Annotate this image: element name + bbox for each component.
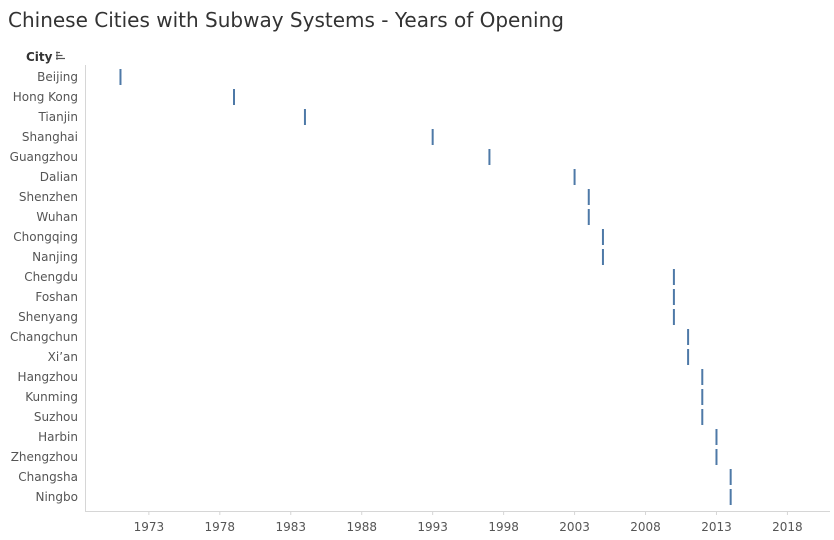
x-axis-labels: 1973 1978 1983 1988 1993 1998 2003 2008 2013 2018 <box>134 511 803 534</box>
y-label-foshan: Foshan <box>35 290 78 304</box>
tick-marks <box>119 69 732 505</box>
y-label-ningbo: Ningbo <box>36 490 79 504</box>
y-label-kunming: Kunming <box>25 390 78 404</box>
y-label-tianjin: Tianjin <box>37 110 78 124</box>
y-label-hong-kong: Hong Kong <box>13 90 78 104</box>
y-label-guangzhou: Guangzhou <box>10 150 78 164</box>
x-label-1998: 1998 <box>488 520 519 534</box>
y-label-chengdu: Chengdu <box>24 270 78 284</box>
y-label-dalian: Dalian <box>40 170 78 184</box>
y-label-harbin: Harbin <box>38 430 78 444</box>
sort-descending-icon[interactable] <box>56 50 67 64</box>
x-label-1983: 1983 <box>275 520 306 534</box>
x-label-1988: 1988 <box>346 520 377 534</box>
y-label-changsha: Changsha <box>18 470 78 484</box>
y-label-changchun: Changchun <box>10 330 78 344</box>
city-field-header[interactable]: City <box>26 50 67 64</box>
y-label-shenzhen: Shenzhen <box>19 190 78 204</box>
x-label-2013: 2013 <box>701 520 732 534</box>
chart-title: Chinese Cities with Subway Systems - Yea… <box>8 8 564 32</box>
x-label-2003: 2003 <box>559 520 590 534</box>
y-label-hangzhou: Hangzhou <box>18 370 78 384</box>
x-label-1978: 1978 <box>205 520 236 534</box>
y-label-beijing: Beijing <box>37 70 78 84</box>
y-label-chongqing: Chongqing <box>13 230 78 244</box>
y-label-suzhou: Suzhou <box>34 410 78 424</box>
y-label-wuhan: Wuhan <box>36 210 78 224</box>
y-label-nanjing: Nanjing <box>32 250 78 264</box>
x-label-1973: 1973 <box>134 520 165 534</box>
x-label-1993: 1993 <box>417 520 448 534</box>
y-label-shanghai: Shanghai <box>22 130 78 144</box>
y-label-zhengzhou: Zhengzhou <box>11 450 78 464</box>
x-label-2018: 2018 <box>772 520 803 534</box>
x-label-2008: 2008 <box>630 520 661 534</box>
y-label-shenyang: Shenyang <box>18 310 78 324</box>
y-label-xi-an: Xi’an <box>48 350 78 364</box>
city-field-label: City <box>26 50 53 64</box>
axes <box>85 65 830 512</box>
y-axis-labels: Beijing Hong Kong Tianjin Shanghai Guangzhou… <box>10 70 78 504</box>
